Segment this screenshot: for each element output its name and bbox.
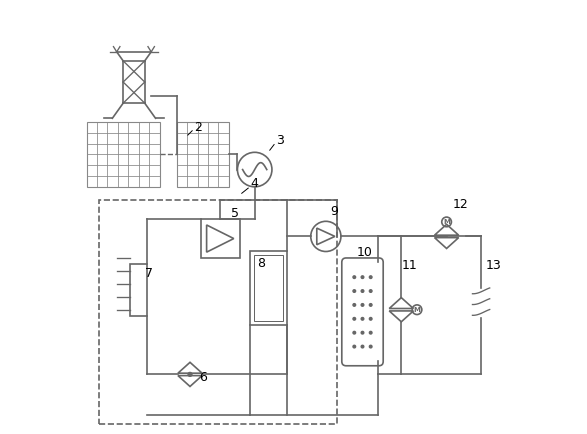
Circle shape [369,276,372,279]
Text: 12: 12 [453,198,469,211]
Circle shape [353,304,356,306]
Circle shape [353,345,356,348]
Text: 3: 3 [276,134,284,147]
Text: M: M [414,307,420,313]
Circle shape [361,345,364,348]
Circle shape [353,276,356,279]
Circle shape [361,332,364,334]
Circle shape [369,304,372,306]
Bar [201,219,239,258]
Text: 7: 7 [145,267,153,280]
Text: 4: 4 [251,177,258,190]
Bar [177,122,229,187]
Text: 5: 5 [231,207,239,220]
Text: 2: 2 [194,121,202,134]
Circle shape [369,332,372,334]
Text: 11: 11 [402,259,418,272]
Circle shape [361,290,364,293]
Text: 6: 6 [198,371,207,384]
Circle shape [369,290,372,293]
Circle shape [361,304,364,306]
Circle shape [188,372,192,376]
Text: 13: 13 [485,259,501,272]
Bar [130,264,147,316]
Circle shape [353,332,356,334]
Bar [99,200,336,424]
Circle shape [361,318,364,320]
Text: 9: 9 [330,205,339,218]
Circle shape [353,318,356,320]
Circle shape [361,276,364,279]
Bar [86,122,160,187]
Text: 10: 10 [356,246,372,259]
Text: 8: 8 [257,256,265,270]
Circle shape [353,290,356,293]
Circle shape [369,345,372,348]
Circle shape [369,318,372,320]
Bar [251,251,287,325]
Text: M: M [443,219,450,225]
Bar [254,255,284,321]
